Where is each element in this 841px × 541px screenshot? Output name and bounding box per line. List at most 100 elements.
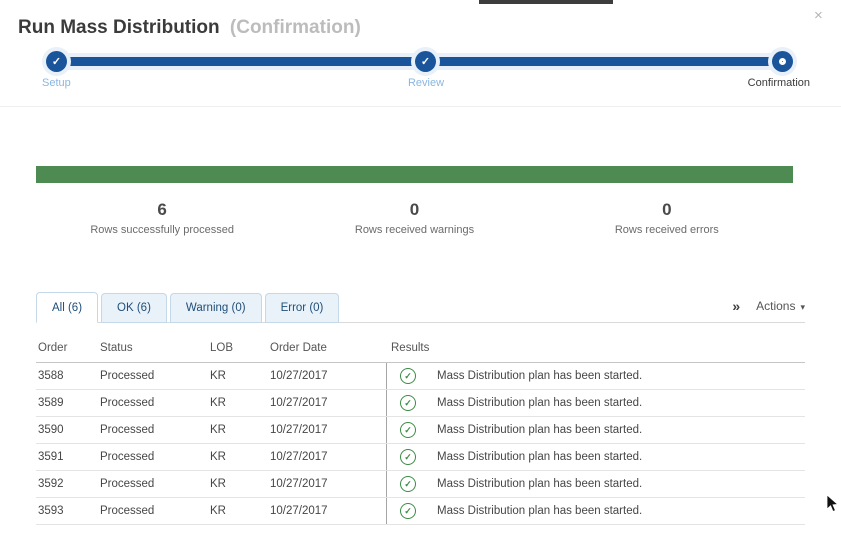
table-toolbar: » Actions ▾: [732, 298, 805, 322]
step-label-review: Review: [407, 77, 445, 89]
table-row: 3593 Processed KR 10/27/2017 ✓ Mass Dist…: [36, 498, 805, 525]
results-cell: ✓ Mass Distribution plan has been starte…: [386, 498, 805, 524]
check-glyph: ✓: [404, 370, 412, 381]
step-label-confirmation: Confirmation: [747, 77, 810, 89]
check-icon: ✓: [420, 56, 431, 68]
lob-cell: KR: [210, 478, 226, 490]
stat-processed-label: Rows successfully processed: [90, 224, 234, 236]
result-message: Mass Distribution plan has been started.: [437, 478, 643, 490]
order-cell: 3593: [38, 505, 64, 517]
stat-processed-value: 6: [157, 200, 167, 219]
tab-all[interactable]: All (6): [36, 292, 99, 323]
check-glyph: ✓: [404, 505, 412, 516]
lob-cell: KR: [210, 370, 226, 382]
table-header-row: Order Status LOB Order Date Results: [36, 333, 805, 363]
stat-warnings: 0 Rows received warnings: [288, 200, 540, 236]
success-check-icon: ✓: [400, 503, 416, 519]
order-date-cell: 10/27/2017: [270, 451, 328, 463]
stat-errors: 0 Rows received errors: [541, 200, 793, 236]
step-review-check-icon: ✓: [415, 51, 436, 72]
column-header-order: Order: [38, 341, 68, 354]
check-glyph: ✓: [404, 478, 412, 489]
success-check-icon: ✓: [400, 422, 416, 438]
success-check-icon: ✓: [400, 449, 416, 465]
column-header-results: Results: [391, 341, 430, 354]
order-cell: 3589: [38, 397, 64, 409]
check-glyph: ✓: [404, 397, 412, 408]
step-label-setup: Setup: [42, 77, 71, 89]
result-message: Mass Distribution plan has been started.: [437, 397, 643, 409]
order-date-cell: 10/27/2017: [270, 424, 328, 436]
order-date-cell: 10/27/2017: [270, 478, 328, 490]
dialog-subtitle: (Confirmation): [229, 17, 361, 38]
tab-error[interactable]: Error (0): [264, 293, 340, 323]
order-cell: 3588: [38, 370, 64, 382]
caret-down-icon: ▾: [800, 302, 805, 312]
results-cell: ✓ Mass Distribution plan has been starte…: [386, 390, 805, 416]
progress-stepper: ✓ ✓ Setup Review Confirmation: [0, 0, 841, 100]
result-message: Mass Distribution plan has been started.: [437, 370, 643, 382]
success-check-icon: ✓: [400, 368, 416, 384]
results-table: Order Status LOB Order Date Results 3588…: [36, 333, 805, 525]
success-check-icon: ✓: [400, 395, 416, 411]
step-confirmation-marker-icon: [772, 51, 793, 72]
order-cell: 3592: [38, 478, 64, 490]
status-cell: Processed: [100, 424, 155, 436]
table-row: 3588 Processed KR 10/27/2017 ✓ Mass Dist…: [36, 363, 805, 390]
page-title: Run Mass Distribution (Confirmation): [18, 17, 361, 39]
check-icon: ✓: [51, 56, 62, 68]
status-cell: Processed: [100, 451, 155, 463]
stat-errors-value: 0: [662, 200, 672, 219]
table-row: 3589 Processed KR 10/27/2017 ✓ Mass Dist…: [36, 390, 805, 417]
results-cell: ✓ Mass Distribution plan has been starte…: [386, 363, 805, 389]
order-date-cell: 10/27/2017: [270, 505, 328, 517]
success-check-icon: ✓: [400, 476, 416, 492]
order-date-cell: 10/27/2017: [270, 397, 328, 409]
current-step-ring-icon: [779, 58, 786, 65]
results-cell: ✓ Mass Distribution plan has been starte…: [386, 417, 805, 443]
dialog-title: Run Mass Distribution: [18, 17, 220, 38]
completion-progress-bar: [36, 166, 793, 183]
close-icon[interactable]: ×: [814, 7, 823, 24]
lob-cell: KR: [210, 397, 226, 409]
stat-warnings-label: Rows received warnings: [354, 224, 475, 236]
status-cell: Processed: [100, 370, 155, 382]
lob-cell: KR: [210, 424, 226, 436]
expand-columns-icon[interactable]: »: [732, 298, 741, 314]
column-header-order-date: Order Date: [270, 341, 327, 354]
table-row: 3592 Processed KR 10/27/2017 ✓ Mass Dist…: [36, 471, 805, 498]
tab-warning[interactable]: Warning (0): [169, 293, 262, 323]
table-row: 3590 Processed KR 10/27/2017 ✓ Mass Dist…: [36, 417, 805, 444]
tab-ok[interactable]: OK (6): [101, 293, 167, 323]
table-row: 3591 Processed KR 10/27/2017 ✓ Mass Dist…: [36, 444, 805, 471]
background-element-sliver: [479, 0, 613, 4]
section-divider: [0, 106, 841, 107]
step-setup-check-icon: ✓: [46, 51, 67, 72]
check-glyph: ✓: [404, 451, 412, 462]
actions-dropdown-button[interactable]: Actions ▾: [756, 299, 805, 313]
check-glyph: ✓: [404, 424, 412, 435]
summary-stats: 6 Rows successfully processed 0 Rows rec…: [36, 200, 793, 236]
order-date-cell: 10/27/2017: [270, 370, 328, 382]
column-header-lob: LOB: [210, 341, 234, 354]
result-message: Mass Distribution plan has been started.: [437, 451, 643, 463]
order-cell: 3591: [38, 451, 64, 463]
results-tab-bar: All (6) OK (6) Warning (0) Error (0) » A…: [36, 291, 805, 323]
stat-errors-label: Rows received errors: [614, 224, 719, 236]
status-cell: Processed: [100, 478, 155, 490]
status-cell: Processed: [100, 505, 155, 517]
stat-warnings-value: 0: [409, 200, 420, 219]
status-cell: Processed: [100, 397, 155, 409]
results-cell: ✓ Mass Distribution plan has been starte…: [386, 444, 805, 470]
order-cell: 3590: [38, 424, 64, 436]
actions-label: Actions: [756, 299, 796, 313]
mouse-cursor: [826, 494, 839, 518]
result-message: Mass Distribution plan has been started.: [437, 424, 643, 436]
stat-processed: 6 Rows successfully processed: [36, 200, 288, 236]
result-message: Mass Distribution plan has been started.: [437, 505, 643, 517]
lob-cell: KR: [210, 505, 226, 517]
results-cell: ✓ Mass Distribution plan has been starte…: [386, 471, 805, 497]
column-header-status: Status: [100, 341, 133, 354]
lob-cell: KR: [210, 451, 226, 463]
